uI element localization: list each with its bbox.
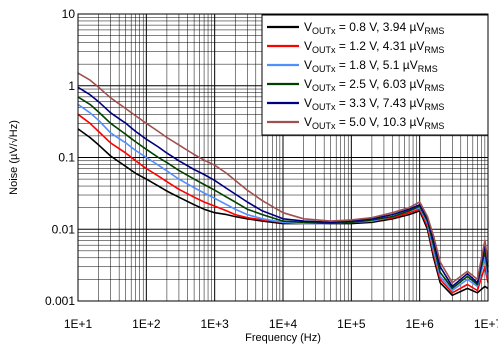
x-tick-label: 1E+3 — [200, 317, 229, 331]
y-tick-label: 0.001 — [45, 294, 75, 308]
x-tick-label: 1E+7 — [474, 317, 498, 331]
series-lines — [77, 72, 489, 297]
legend-box — [261, 14, 489, 136]
series-line — [77, 103, 489, 292]
plot-frame — [77, 13, 489, 302]
series-line — [77, 96, 489, 290]
series-line — [77, 86, 489, 288]
y-tick-label: 0.1 — [58, 151, 75, 165]
legend-label: VOUTx = 1.2 V, 4.31 µVRMS — [304, 39, 444, 55]
legend-label: VOUTx = 0.8 V, 3.94 µVRMS — [304, 20, 444, 36]
series-line — [77, 72, 489, 284]
y-tick-labels: 0.001 0.01 0.1 1 10 — [45, 7, 75, 308]
legend-label: VOUTx = 1.8 V, 5.1 µVRMS — [304, 58, 438, 74]
x-tick-label: 1E+2 — [132, 317, 161, 331]
legend-label: VOUTx = 2.5 V, 6.03 µVRMS — [304, 77, 444, 93]
series-line — [77, 128, 489, 297]
x-tick-label: 1E+1 — [64, 317, 93, 331]
x-tick-labels: 1E+1 1E+2 1E+3 1E+4 1E+5 1E+6 1E+7 — [64, 317, 498, 331]
x-axis-label: Frequency (Hz) — [245, 332, 321, 344]
legend-label: VOUTx = 5.0 V, 10.3 µVRMS — [304, 115, 444, 131]
x-tick-label: 1E+6 — [405, 317, 434, 331]
y-tick-label: 0.01 — [52, 222, 76, 236]
y-tick-label: 1 — [68, 79, 75, 93]
legend: VOUTx = 0.8 V, 3.94 µVRMS VOUTx = 1.2 V, … — [261, 14, 489, 136]
x-tick-label: 1E+5 — [337, 317, 366, 331]
y-tick-label: 10 — [62, 7, 76, 21]
x-tick-label: 1E+4 — [269, 317, 298, 331]
legend-label: VOUTx = 3.3 V, 7.43 µVRMS — [304, 96, 444, 112]
y-axis-label: Noise (µV/√Hz) — [8, 120, 20, 195]
